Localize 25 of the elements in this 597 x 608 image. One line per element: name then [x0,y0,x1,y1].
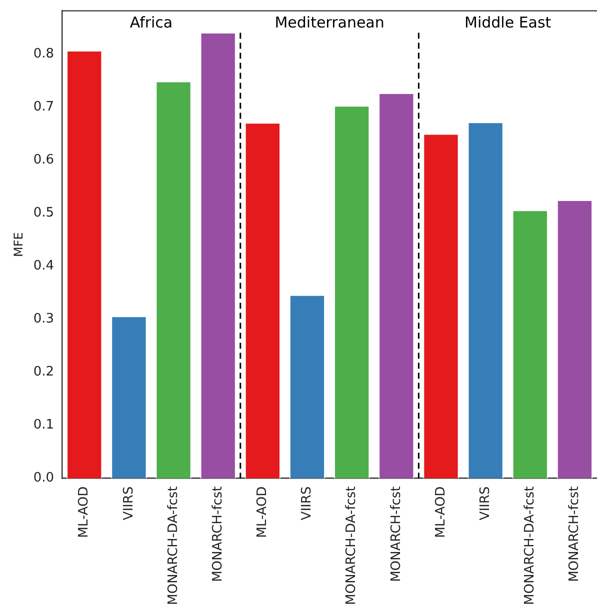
y-tick-label: 0.1 [33,418,54,433]
annotation: Africa [130,14,173,32]
x-tick-label: MONARCH-fcst [567,486,582,582]
x-tick-label: MONARCH-DA-fcst [166,486,181,605]
y-tick-label: 0.0 [33,470,54,486]
annotation: Middle East [464,14,552,32]
x-tick-label: ML-AOD [76,486,92,538]
x-tick-label: VIIRS [300,486,315,520]
x-tick-label: ML-AOD [255,486,270,538]
y-tick-label: 0.7 [33,100,54,115]
x-tick-label: MONARCH-fcst [388,486,404,582]
y-tick-label: 0.2 [33,364,54,380]
x-tick-label: MONARCH-DA-fcst [522,486,538,605]
annotation: Mediterranean [274,14,384,32]
y-tick-label: 0.3 [33,312,54,327]
x-tick-label: ML-AOD [433,486,448,538]
y-tick-label: 0.6 [33,152,54,168]
x-tick-label: VIIRS [121,486,136,520]
x-tick-label: MONARCH-DA-fcst [344,486,360,605]
x-tick-label: MONARCH-fcst [210,486,226,582]
y-axis-title: MFE [11,232,26,257]
y-tick-label: 0.4 [33,258,54,274]
y-tick-label: 0.8 [33,46,54,62]
y-tick-label: 0.5 [33,206,54,221]
x-tick-label: VIIRS [478,486,493,520]
